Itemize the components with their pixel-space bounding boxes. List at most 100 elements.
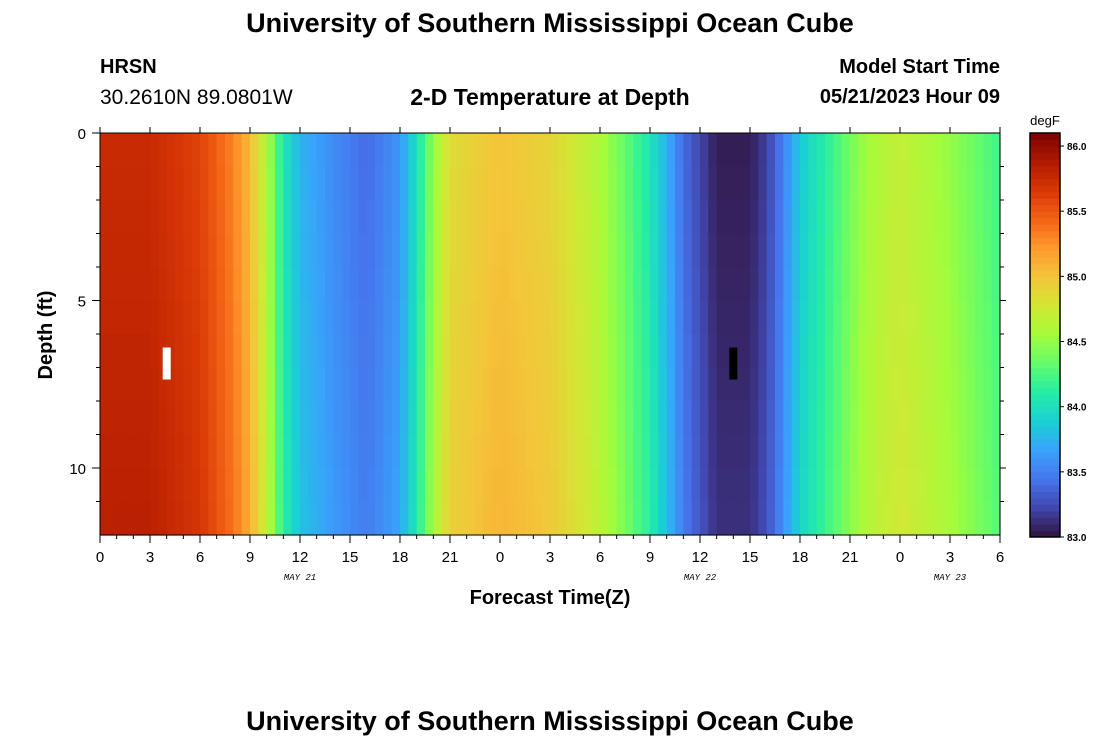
- x-tick-label: 18: [792, 549, 809, 566]
- heatmap-cell: [458, 200, 468, 235]
- heatmap-cell: [350, 300, 359, 335]
- heatmap-cell: [316, 334, 326, 369]
- heatmap-cell: [541, 367, 551, 402]
- heatmap-cell: [391, 367, 401, 402]
- heatmap-cell: [300, 300, 309, 335]
- heatmap-cell: [291, 233, 301, 268]
- heatmap-cell: [241, 133, 251, 168]
- heatmap-cell: [966, 267, 976, 302]
- heatmap-cell: [100, 300, 109, 335]
- heatmap-cell: [508, 468, 518, 503]
- heatmap-cell: [366, 501, 376, 536]
- heatmap-cell: [225, 233, 234, 268]
- heatmap-cell: [641, 367, 651, 402]
- heatmap-cell: [966, 334, 976, 369]
- heatmap-cell: [141, 233, 151, 268]
- heatmap-cell: [850, 200, 859, 235]
- heatmap-cell: [816, 267, 826, 302]
- heatmap-cell: [550, 233, 559, 268]
- heatmap-cell: [583, 401, 593, 436]
- heatmap-cell: [583, 300, 593, 335]
- heatmap-cell: [191, 166, 201, 201]
- heatmap-cell: [658, 166, 668, 201]
- heatmap-cell: [958, 501, 968, 536]
- heatmap-cell: [608, 300, 618, 335]
- heatmap-cell: [291, 166, 301, 201]
- heatmap-cell: [350, 334, 359, 369]
- heatmap-cell: [350, 233, 359, 268]
- heatmap-cell: [291, 133, 301, 168]
- heatmap-cell: [166, 166, 176, 201]
- colorbar-tick-label: 85.5: [1067, 207, 1087, 218]
- heatmap-cell: [375, 468, 384, 503]
- heatmap-cell: [758, 133, 768, 168]
- heatmap-cell: [125, 434, 134, 469]
- heatmap-cell: [441, 501, 451, 536]
- heatmap-cell: [450, 133, 459, 168]
- heatmap-cell: [658, 468, 668, 503]
- heatmap-cell: [925, 233, 934, 268]
- heatmap-cell: [200, 367, 209, 402]
- heatmap-cell: [533, 233, 543, 268]
- heatmap-cell: [958, 300, 968, 335]
- heatmap-cell: [866, 200, 876, 235]
- heatmap-cell: [825, 367, 834, 402]
- heatmap-cell: [516, 434, 526, 469]
- heatmap-cell: [258, 300, 268, 335]
- heatmap-cell: [350, 501, 359, 536]
- heatmap-cell: [475, 401, 484, 436]
- heatmap-cell: [350, 166, 359, 201]
- heatmap-cell: [691, 367, 701, 402]
- heatmap-cell: [100, 133, 109, 168]
- heatmap-cell: [916, 300, 926, 335]
- heatmap-cell: [125, 166, 134, 201]
- heatmap-cell: [258, 166, 268, 201]
- heatmap-cell: [241, 468, 251, 503]
- heatmap-cell: [891, 233, 901, 268]
- colorbar-swatch: [1030, 146, 1060, 154]
- heatmap-cell: [550, 166, 559, 201]
- heatmap-cell: [941, 468, 951, 503]
- heatmap-cell: [841, 334, 851, 369]
- heatmap-cell: [583, 233, 593, 268]
- heatmap-cell: [475, 468, 484, 503]
- heatmap-cell: [175, 334, 184, 369]
- heatmap-cell: [858, 166, 868, 201]
- heatmap-cell: [300, 200, 309, 235]
- heatmap-cell: [616, 468, 626, 503]
- heatmap-cell: [316, 367, 326, 402]
- heatmap-cell: [466, 334, 476, 369]
- heatmap-cell: [433, 233, 443, 268]
- heatmap-cell: [933, 367, 943, 402]
- heatmap-cell: [150, 233, 159, 268]
- heatmap-cell: [783, 166, 793, 201]
- heatmap-cell: [716, 334, 726, 369]
- heatmap-cell: [733, 501, 743, 536]
- heatmap-cell: [200, 300, 209, 335]
- heatmap-cell: [991, 401, 1001, 436]
- heatmap-cell: [950, 367, 959, 402]
- heatmap-cell: [833, 501, 843, 536]
- heatmap-cell: [733, 233, 743, 268]
- heatmap-cell: [866, 468, 876, 503]
- heatmap-cell: [675, 133, 684, 168]
- heatmap-cell: [583, 367, 593, 402]
- heatmap-cell: [383, 334, 393, 369]
- heatmap-cell: [991, 434, 1001, 469]
- heatmap-cell: [541, 233, 551, 268]
- heatmap-cell: [625, 468, 634, 503]
- heatmap-cell: [950, 468, 959, 503]
- heatmap-cell: [208, 367, 218, 402]
- heatmap-cell: [491, 367, 501, 402]
- heatmap-cell: [133, 367, 143, 402]
- heatmap-cell: [358, 200, 368, 235]
- heatmap-cell: [775, 200, 784, 235]
- heatmap-cell: [475, 367, 484, 402]
- heatmap-cell: [450, 300, 459, 335]
- heatmap-cell: [191, 267, 201, 302]
- heatmap-cell: [700, 468, 709, 503]
- heatmap-cell: [641, 166, 651, 201]
- heatmap-cell: [241, 166, 251, 201]
- heatmap-cell: [783, 233, 793, 268]
- heatmap-cell: [616, 367, 626, 402]
